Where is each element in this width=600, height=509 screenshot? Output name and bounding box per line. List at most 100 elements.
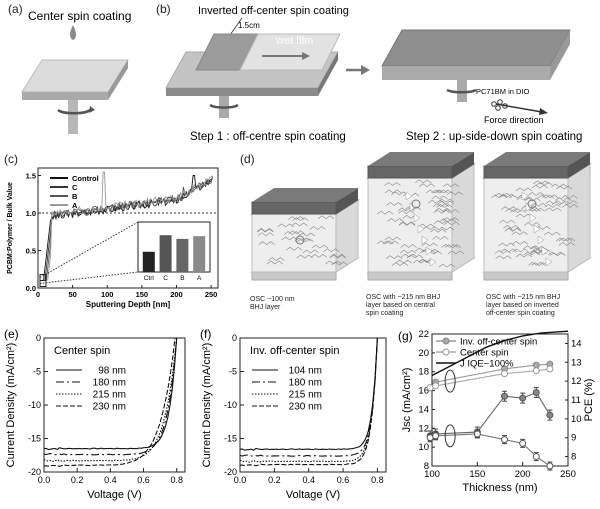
stack-inverted-polymer-chain [561,204,579,208]
wet-film [239,33,341,71]
y-tick-label: -5 [229,367,237,377]
stack-inverted-polymer-chain [533,180,550,185]
stack-center-polymer-chain [425,189,443,194]
substrate-inverted-top [381,29,571,67]
stack-center-polymer-chain [384,182,401,186]
stack-center-polymer-chain [442,183,460,188]
inset-bar [159,235,172,272]
stack-inverted-pcbm-domain [521,191,529,201]
stack-inverted-polymer-chain [515,187,533,192]
stack-center-polymer-chain [434,207,452,212]
stack-inverted-polymer-chain [536,181,553,186]
rotation-arrow-icon [57,108,91,115]
panel-e: (e) 0.0 0.2 0.4 0.6 0.8 0 -5 -10 -15 -20 Voltage (V… [0,326,195,504]
stack-inverted-polymer-chain [512,248,529,253]
stack-inverted-polymer-chain [555,237,573,242]
panel-label: (b) [156,2,171,16]
stack-thin-polymer-chain [283,231,301,235]
y-tick-label: -15 [224,434,237,444]
stack-center-polymer-chain [443,221,460,226]
svg-text:PC71BM in DIO: PC71BM in DIO [476,87,530,96]
jv-curve [43,337,176,467]
x-tick-label: 0.4 [302,475,315,485]
substrate-side [108,60,128,100]
stack-thin-polymer-chain [281,236,298,241]
panel-label: (g) [398,329,413,343]
stack-center-polymer-chain [376,210,394,215]
stack-center-polymer-chain [377,240,394,245]
jiqe-line [431,330,569,377]
stack-center-polymer-chain [432,236,449,240]
stack-center-polymer-chain [444,244,462,249]
inset-connector [39,271,139,284]
svg-text:wet film: wet film [275,35,313,47]
y-tick-label: 0.5 [26,247,36,256]
legend-marker [442,348,450,356]
stack-inverted-polymer-chain [494,250,512,254]
y-tick-label: 0 [36,333,41,343]
stack-inverted-fullerene [527,199,537,209]
x-tick-label: 0.6 [337,475,350,485]
stack-inverted-polymer-chain [528,207,545,212]
stack-inverted-polymer-chain [541,194,559,199]
stack-center-polymer-chain [400,244,417,248]
stack-center-polymer-chain [400,253,418,258]
stack-center-polymer-chain [398,221,416,226]
panel-d: (d) OSC ~100 nm BHJ layer OSC with ~215 n… [228,152,600,324]
inset-bar [176,238,189,272]
y-tick-label: 16 [418,386,429,397]
stack-thin-polymer-chain [277,223,294,228]
stack-center-electrode-side [452,152,474,178]
pce-center-marker [473,430,481,438]
stack-center-polymer-chain [412,259,430,264]
stack-inverted-polymer-chain [537,194,555,199]
legend-marker [442,337,450,345]
stack-center-polymer-chain [431,189,448,194]
depth-profile-line [44,177,213,281]
substrate-side [318,52,338,96]
stack-center-bhj-layer [367,177,453,273]
stack-inverted-polymer-chain [515,213,533,218]
stack-center-polymer-chain [387,218,404,222]
stack-inverted-polymer-chain [544,231,561,236]
stack-inverted-pcbm-domain [533,224,541,234]
x-axis-label: Voltage (V) [286,489,340,501]
stack-center-polymer-chain [438,263,456,268]
stack-center-polymer-chain [427,199,445,204]
panel-b: (b) Inverted off-center spin coating 1.5… [150,0,600,150]
stack-center-fullerene [411,199,421,209]
panel-label: (f) [200,327,211,341]
y-tick-label: 1.0 [26,209,36,218]
stack-thin-electrode [251,201,337,215]
jv-curve [43,337,178,463]
stack-thin-polymer-chain [288,230,305,235]
stack-inverted-polymer-chain [561,200,578,205]
center-spin-diagram: Center spin coating [21,9,131,134]
depth-profile-line [47,171,213,281]
stack-inverted-polymer-chain [523,251,540,256]
stack-thin-polymer-chain [297,238,314,243]
stack-inverted-polymer-chain [531,184,549,189]
stack-inverted-polymer-chain [544,207,562,212]
panel-b-title: Inverted off-center spin coating [198,5,349,17]
legend-label: Control [72,174,99,183]
y-axis-label: Current Density (mA/cm²) [201,343,213,468]
x-axis-label: Sputtering Depth [nm] [86,300,171,309]
chart-g: (g) 100 150 200 250 8 10 12 14 16 18 20 22 8 9 10 11 12 13… [398,329,595,494]
stack-thin-polymer-chain [288,216,305,220]
stack-center-polymer-chain [442,209,460,213]
y-tick-label: -5 [33,367,41,377]
stack-inverted-polymer-chain [548,251,565,256]
stack-thin-polymer-chain [257,228,274,233]
x-tick-label: 0.8 [371,475,384,485]
y-axis-label: Current Density (mA/cm²) [5,343,17,468]
stack-inverted-bhj-side [567,163,591,273]
stack-inverted-polymer-chain [524,197,541,202]
stack-center-polymer-chain [431,195,448,200]
y-tick-label: 8 [424,461,429,472]
legend-label: 215 nm [93,390,126,401]
stack-inverted-polymer-chain [501,206,518,210]
stack-inverted-polymer-chain [523,245,540,250]
stack-center-substrate [367,271,453,281]
panel-label: (e) [4,327,19,341]
